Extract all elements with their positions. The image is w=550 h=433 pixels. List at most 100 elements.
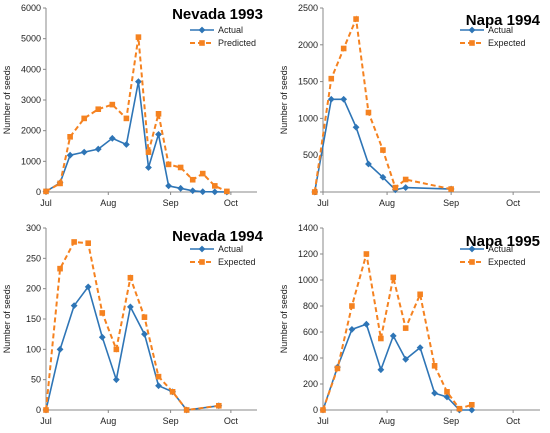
y-tick-label: 0 bbox=[36, 405, 41, 415]
data-point-actual bbox=[135, 78, 142, 85]
data-point-predicted bbox=[57, 180, 63, 187]
legend-marker bbox=[468, 245, 476, 253]
data-point-expected bbox=[43, 407, 49, 413]
data-point-actual bbox=[56, 345, 64, 353]
x-tick-label: Jul bbox=[40, 198, 52, 208]
data-point-actual bbox=[80, 148, 88, 156]
x-tick-label: Oct bbox=[224, 198, 239, 208]
y-tick-label: 100 bbox=[26, 344, 41, 354]
chart-title: Napa 1995 bbox=[466, 233, 540, 250]
y-tick-label: 5000 bbox=[21, 34, 41, 44]
y-tick-label: 6000 bbox=[21, 3, 41, 13]
data-point-expected bbox=[216, 402, 222, 409]
data-point-predicted bbox=[43, 188, 49, 195]
legend-marker bbox=[468, 26, 476, 34]
y-tick-label: 1000 bbox=[298, 275, 318, 285]
data-point-expected bbox=[392, 184, 399, 191]
data-point-predicted bbox=[155, 111, 162, 117]
data-point-actual bbox=[84, 283, 92, 291]
data-point-actual bbox=[112, 376, 120, 384]
data-point-expected bbox=[169, 389, 176, 395]
legend-label: Expected bbox=[488, 38, 526, 48]
data-point-expected bbox=[85, 240, 91, 246]
legend-marker bbox=[198, 26, 206, 34]
y-tick-label: 2500 bbox=[298, 3, 318, 13]
y-tick-label: 500 bbox=[303, 150, 318, 160]
x-tick-label: Aug bbox=[100, 416, 116, 426]
data-point-actual bbox=[402, 355, 410, 363]
data-point-expected bbox=[363, 251, 370, 257]
y-tick-label: 200 bbox=[303, 379, 318, 389]
data-point-actual bbox=[199, 188, 207, 196]
data-point-actual bbox=[70, 302, 78, 310]
y-tick-label: 200 bbox=[26, 284, 41, 294]
y-tick-label: 50 bbox=[31, 375, 41, 385]
data-point-predicted bbox=[165, 161, 172, 168]
y-tick-label: 1500 bbox=[298, 77, 318, 87]
data-point-actual bbox=[145, 164, 152, 171]
legend-marker bbox=[469, 40, 475, 46]
data-point-actual bbox=[108, 134, 116, 142]
x-tick-label: Jul bbox=[40, 416, 52, 426]
data-point-actual bbox=[379, 173, 387, 181]
data-point-expected bbox=[353, 16, 359, 22]
data-point-expected bbox=[141, 314, 148, 320]
x-tick-label: Sep bbox=[163, 416, 179, 426]
y-tick-label: 2000 bbox=[21, 126, 41, 136]
series-line-predicted bbox=[45, 36, 228, 193]
legend-label: Predicted bbox=[218, 38, 256, 48]
data-point-actual bbox=[127, 303, 134, 311]
data-point-expected bbox=[417, 291, 423, 298]
legend-label: Actual bbox=[488, 25, 513, 35]
data-point-actual bbox=[416, 344, 424, 351]
chart-1: 0 1000 2000 3000 4000 5000 6000 Jul Aug Sep Oct Num… bbox=[2, 3, 263, 208]
x-tick-label: Jul bbox=[317, 416, 329, 426]
data-point-predicted bbox=[145, 149, 152, 155]
y-tick-label: 250 bbox=[26, 253, 41, 263]
data-point-expected bbox=[402, 325, 409, 331]
legend-label: Actual bbox=[488, 244, 513, 254]
data-point-actual bbox=[327, 95, 335, 103]
y-tick-label: 1200 bbox=[298, 249, 318, 259]
x-tick-label: Sep bbox=[163, 198, 179, 208]
data-point-predicted bbox=[123, 115, 130, 122]
legend-label: Expected bbox=[218, 257, 256, 267]
data-point-actual bbox=[141, 330, 148, 338]
data-point-expected bbox=[155, 373, 162, 380]
x-tick-label: Jul bbox=[317, 198, 329, 208]
legend-label: Actual bbox=[218, 25, 243, 35]
chart-4: 0 200 400 600 800 1000 1200 1400 Jul Aug Sep Oct Num… bbox=[279, 223, 540, 426]
data-point-expected bbox=[340, 45, 347, 52]
data-point-expected bbox=[448, 186, 454, 192]
y-tick-label: 1000 bbox=[21, 156, 41, 166]
y-tick-label: 4000 bbox=[21, 64, 41, 74]
x-tick-label: Aug bbox=[379, 198, 395, 208]
data-point-expected bbox=[320, 407, 326, 413]
x-tick-label: Aug bbox=[100, 198, 116, 208]
data-point-predicted bbox=[199, 170, 206, 177]
data-point-expected bbox=[99, 310, 106, 316]
data-point-predicted bbox=[212, 183, 218, 189]
y-tick-label: 400 bbox=[303, 353, 318, 363]
data-point-expected bbox=[311, 189, 318, 195]
data-point-expected bbox=[390, 274, 397, 281]
data-point-expected bbox=[402, 176, 409, 183]
x-tick-label: Oct bbox=[224, 416, 239, 426]
data-point-expected bbox=[380, 147, 386, 153]
legend-label: Expected bbox=[488, 257, 526, 267]
data-point-actual bbox=[66, 151, 74, 159]
data-point-actual bbox=[377, 366, 385, 374]
data-point-predicted bbox=[189, 176, 196, 183]
data-point-expected bbox=[349, 303, 355, 309]
data-point-predicted bbox=[67, 134, 73, 140]
chart-title: Nevada 1993 bbox=[172, 6, 263, 23]
y-tick-label: 1400 bbox=[298, 223, 318, 233]
x-tick-label: Oct bbox=[506, 198, 521, 208]
series-line-actual bbox=[45, 81, 227, 193]
data-point-expected bbox=[328, 75, 335, 82]
series-line-expected bbox=[45, 240, 219, 412]
data-point-actual bbox=[443, 393, 451, 401]
y-axis-label: Number of seeds bbox=[279, 284, 289, 353]
y-axis-label: Number of seeds bbox=[2, 284, 12, 353]
